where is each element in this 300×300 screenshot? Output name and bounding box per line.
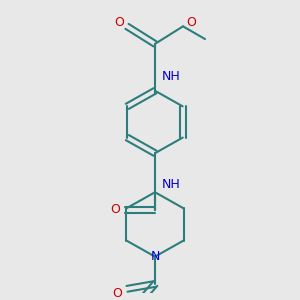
Text: O: O [110, 203, 120, 216]
Text: O: O [186, 16, 196, 29]
Text: O: O [114, 16, 124, 29]
Text: NH: NH [162, 70, 180, 83]
Text: N: N [150, 250, 160, 263]
Text: O: O [112, 287, 122, 300]
Text: NH: NH [162, 178, 180, 191]
